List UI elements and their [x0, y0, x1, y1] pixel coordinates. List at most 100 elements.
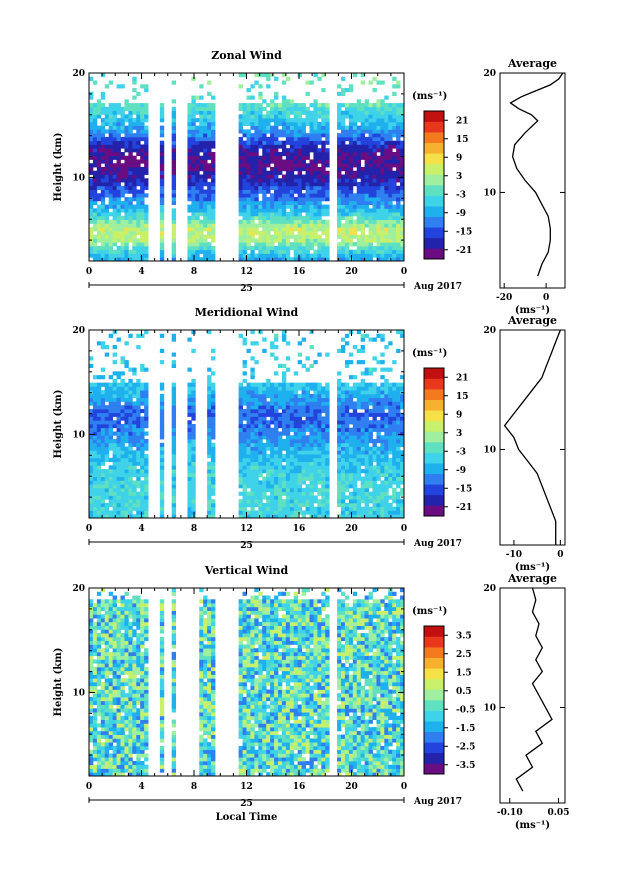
heatmap-cell — [281, 427, 287, 432]
heatmap-cell — [344, 227, 350, 232]
heatmap-cell — [171, 174, 177, 179]
heatmap-cell — [384, 454, 389, 459]
heatmap-cell — [281, 208, 287, 213]
heatmap-cell — [266, 446, 271, 451]
heatmap-cell — [128, 215, 133, 221]
heatmap-cell — [270, 182, 275, 187]
heatmap-cell — [242, 461, 247, 466]
heatmap-cell — [313, 487, 318, 493]
heatmap-cell — [400, 159, 405, 164]
heatmap-cell — [250, 163, 255, 168]
heatmap-cell — [309, 345, 314, 350]
heatmap-cell — [364, 416, 369, 421]
heatmap-cell — [380, 461, 385, 466]
heatmap-cell — [96, 424, 102, 429]
heatmap-cell — [270, 450, 275, 455]
heatmap-cell — [104, 495, 110, 500]
heatmap-cell — [195, 223, 200, 228]
heatmap-cell — [372, 88, 377, 93]
heatmap-cell — [116, 427, 121, 432]
heatmap-cell — [376, 446, 381, 451]
heatmap-cell — [100, 506, 106, 511]
heatmap-cell — [348, 484, 354, 489]
heatmap-cell — [116, 450, 121, 455]
heatmap-cell — [266, 170, 271, 175]
heatmap-cell — [120, 208, 125, 213]
heatmap-cell — [254, 401, 259, 406]
heatmap-cell — [278, 424, 283, 429]
heatmap-cell — [293, 257, 299, 262]
heatmap-cell — [191, 457, 196, 462]
heatmap-cell — [120, 487, 125, 493]
heatmap-cell — [281, 330, 287, 335]
heatmap-cell — [132, 167, 137, 172]
heatmap-cell — [238, 223, 243, 228]
heatmap-cell — [293, 155, 299, 160]
heatmap-cell — [380, 80, 385, 85]
heatmap-cell — [368, 151, 373, 157]
heatmap-cell — [289, 129, 295, 134]
heatmap-cell — [368, 144, 373, 149]
heatmap-cell — [262, 170, 267, 175]
heatmap-cell — [171, 439, 177, 444]
heatmap-cell — [120, 84, 125, 89]
heatmap-cell — [128, 510, 133, 515]
heatmap-cell — [368, 223, 373, 228]
heatmap-cell — [305, 397, 310, 402]
heatmap-cell — [344, 469, 350, 474]
heatmap-cell — [364, 182, 369, 187]
heatmap-cell — [191, 185, 196, 190]
heatmap-cell — [211, 472, 216, 478]
heatmap-cell — [364, 103, 369, 108]
heatmap-cell — [242, 170, 247, 175]
heatmap-cell — [372, 390, 377, 395]
heatmap-cell — [396, 253, 401, 258]
heatmap-cell — [305, 499, 310, 504]
heatmap-cell — [400, 442, 405, 447]
heatmap-cell — [380, 386, 385, 391]
heatmap-cell — [144, 133, 149, 138]
heatmap-cell — [388, 167, 393, 172]
heatmap-cell — [297, 148, 303, 153]
heatmap-cell — [258, 110, 263, 115]
heatmap-cell — [356, 454, 362, 459]
heatmap-cell — [384, 136, 389, 142]
heatmap-cell — [140, 424, 145, 429]
heatmap-cell — [136, 253, 141, 258]
heatmap-cell — [207, 106, 212, 111]
heatmap-cell — [356, 348, 362, 353]
heatmap-cell — [372, 238, 377, 243]
heatmap-cell — [281, 480, 287, 485]
heatmap-cell — [242, 185, 247, 190]
heatmap-cell — [278, 405, 283, 410]
heatmap-cell — [344, 159, 350, 164]
heatmap-cell — [195, 144, 200, 149]
heatmap-cell — [372, 121, 377, 127]
heatmap-cell — [195, 103, 200, 108]
heatmap-cell — [207, 469, 212, 474]
heatmap-cell — [89, 465, 94, 470]
heatmap-cell — [348, 170, 354, 175]
heatmap-cell — [207, 499, 212, 504]
heatmap-cell — [191, 431, 196, 436]
heatmap-cell — [309, 148, 314, 153]
heatmap-cell — [270, 446, 275, 451]
heatmap-cell — [364, 155, 369, 160]
heatmap-cell — [92, 431, 98, 436]
heatmap-cell — [124, 510, 129, 515]
heatmap-cell — [317, 174, 322, 179]
heatmap-cell — [317, 446, 322, 451]
heatmap-cell — [372, 219, 377, 224]
heatmap-cell — [281, 189, 287, 194]
heatmap-cell — [100, 182, 106, 187]
heatmap-cell — [120, 484, 125, 489]
heatmap-cell — [187, 397, 192, 402]
heatmap-cell — [207, 223, 212, 228]
heatmap-cell — [242, 378, 247, 384]
heatmap-cell — [262, 106, 267, 111]
heatmap-cell — [321, 408, 326, 414]
heatmap-cell — [270, 212, 275, 217]
heatmap-cell — [104, 442, 110, 447]
heatmap-cell — [384, 242, 389, 247]
heatmap-cell — [203, 133, 208, 138]
